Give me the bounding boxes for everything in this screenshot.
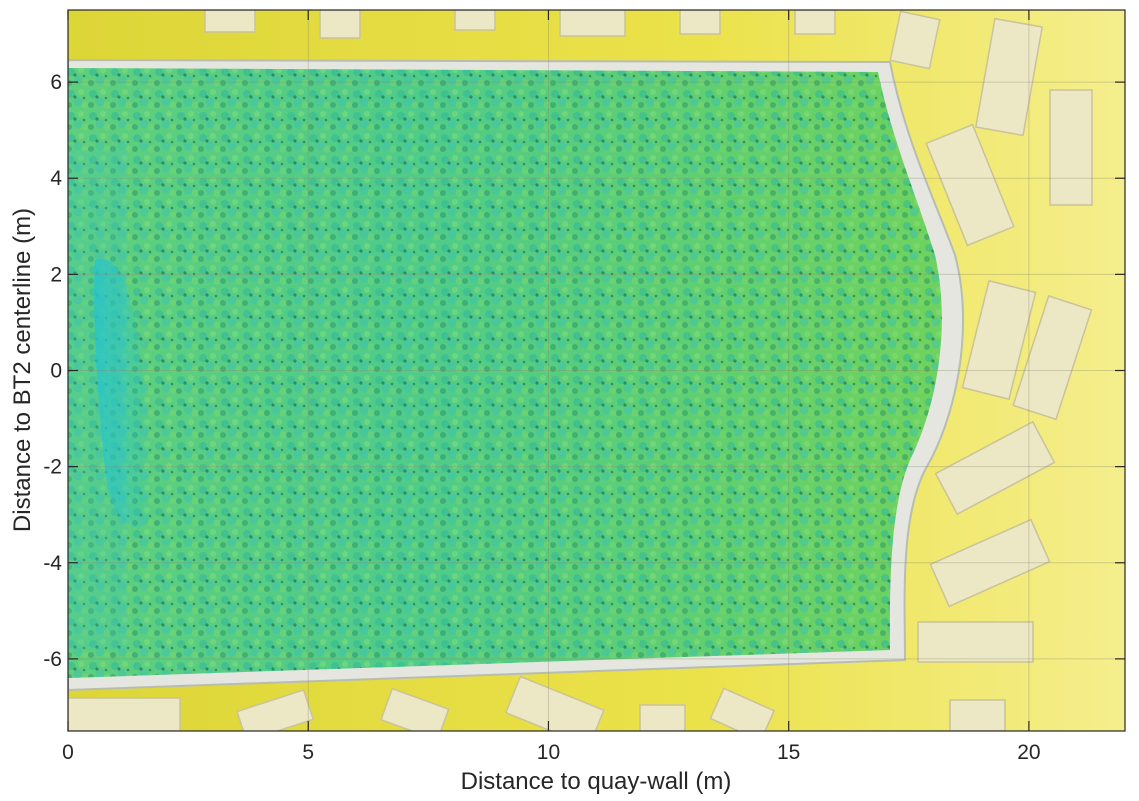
y-tick-label: -4 bbox=[43, 552, 62, 575]
x-axis: 0 5 10 15 20 bbox=[62, 10, 1041, 764]
y-tick-label: -6 bbox=[43, 648, 62, 671]
x-tick-label: 15 bbox=[777, 741, 800, 764]
x-tick-label: 0 bbox=[62, 741, 74, 764]
y-tick-label: 4 bbox=[50, 167, 62, 190]
y-tick-label: -2 bbox=[43, 456, 62, 479]
y-axis: -6 -4 -2 0 2 4 6 bbox=[43, 71, 1125, 671]
x-axis-label: Distance to quay-wall (m) bbox=[461, 768, 732, 795]
x-tick-label: 20 bbox=[1017, 741, 1040, 764]
x-tick-label: 5 bbox=[302, 741, 314, 764]
x-tick-label: 10 bbox=[537, 741, 560, 764]
y-tick-label: 0 bbox=[50, 360, 62, 383]
y-axis-label: Distance to BT2 centerline (m) bbox=[9, 208, 36, 532]
y-tick-label: 2 bbox=[50, 263, 62, 286]
plot-area bbox=[68, 10, 1125, 731]
scour-trench bbox=[94, 258, 155, 528]
armour-blocks bbox=[68, 10, 1093, 731]
y-tick-label: 6 bbox=[50, 71, 62, 94]
grid-lines bbox=[68, 10, 1125, 731]
rock-protection-texture bbox=[68, 68, 942, 678]
